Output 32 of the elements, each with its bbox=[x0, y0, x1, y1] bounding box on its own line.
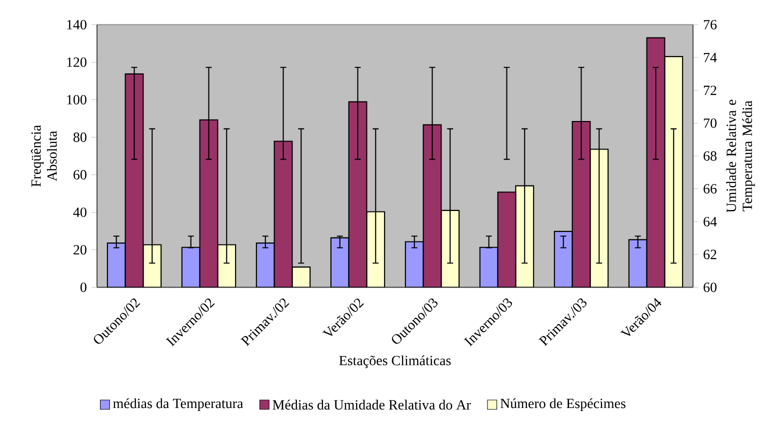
legend-label: Número de Espécimes bbox=[500, 398, 626, 412]
y-tick-label: 0 bbox=[80, 282, 86, 292]
bar bbox=[330, 237, 350, 288]
y2-tick-label: 64 bbox=[704, 216, 717, 226]
y2-tick-label: 66 bbox=[704, 184, 717, 194]
x-axis-title: Estações Climáticas bbox=[339, 355, 451, 368]
bar bbox=[181, 246, 200, 288]
y2-tick-label: 60 bbox=[704, 282, 717, 292]
bar bbox=[256, 242, 275, 288]
y-tick-label: 140 bbox=[67, 20, 86, 30]
y2-tick-label: 74 bbox=[704, 52, 717, 62]
y-tick-label: 100 bbox=[67, 95, 86, 104]
bar bbox=[217, 244, 236, 288]
y2-tick-label: 76 bbox=[704, 20, 717, 30]
bar bbox=[628, 239, 648, 288]
y2-tick-label: 68 bbox=[704, 151, 717, 161]
legend-label: Médias da Umidade Relativa do Ar bbox=[272, 400, 471, 410]
bar bbox=[404, 241, 424, 288]
y2-tick-label: 72 bbox=[704, 86, 716, 95]
y-tick-label: 80 bbox=[73, 132, 86, 142]
y-tick-label: 60 bbox=[74, 170, 86, 180]
y-axis-title: Freqüência Absoluta bbox=[30, 125, 57, 187]
legend-label: médias da Temperatura bbox=[113, 398, 244, 412]
y-tick-label: 20 bbox=[74, 245, 86, 255]
y2-tick-label: 70 bbox=[704, 118, 717, 128]
y-tick-label: 120 bbox=[67, 57, 86, 67]
bar bbox=[292, 266, 311, 288]
y-tick-label: 40 bbox=[73, 208, 86, 218]
bar bbox=[142, 244, 162, 288]
y2-tick-label: 62 bbox=[704, 250, 716, 260]
y2-axis-title: Umidade Relativa e Temperatura Média bbox=[726, 100, 755, 212]
bar bbox=[106, 242, 126, 288]
